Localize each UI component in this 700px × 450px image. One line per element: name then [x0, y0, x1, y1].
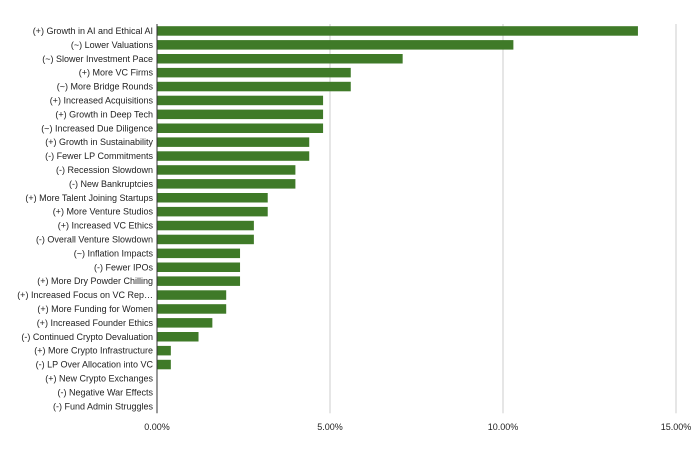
bar	[157, 95, 324, 106]
bar	[157, 26, 638, 36]
bar	[157, 193, 268, 203]
category-label: (+) More Funding for Women	[37, 304, 153, 314]
category-label: (-) Fewer LP Commitments	[45, 151, 153, 161]
category-label: (+) Increased Acquisitions	[50, 95, 154, 105]
bar	[157, 137, 310, 147]
category-label: (~) Increased Due Diligence	[41, 123, 153, 133]
bar	[157, 304, 227, 314]
category-label: (-) Negative War Effects	[57, 387, 153, 397]
bar	[157, 40, 514, 50]
bar	[157, 179, 296, 189]
x-tick-labels: 0.00% 5.00% 10.00% 15.00%	[144, 422, 691, 432]
category-label: (~) Slower Investment Pace	[42, 54, 153, 64]
bar	[157, 234, 254, 245]
bar	[157, 276, 241, 286]
category-label: (-) Continued Crypto Devaluation	[21, 332, 153, 342]
category-label: (-) Recession Slowdown	[56, 165, 153, 175]
category-label: (+) More Dry Powder Chilling	[37, 276, 153, 286]
x-tick-label: 0.00%	[144, 422, 170, 432]
category-label: (+) More Venture Studios	[53, 207, 154, 217]
gridlines	[329, 24, 677, 414]
bar	[157, 123, 324, 133]
bar	[157, 262, 241, 272]
category-label: (-) Overall Venture Slowdown	[36, 234, 153, 244]
bar	[157, 54, 403, 64]
bar	[157, 290, 227, 300]
category-label: (+) Growth in AI and Ethical AI	[33, 26, 153, 36]
bar	[157, 67, 351, 78]
category-label: (-) LP Over Allocation into VC	[36, 360, 154, 370]
x-tick-label: 15.00%	[661, 422, 692, 432]
bar	[157, 81, 351, 92]
category-label: (+) Increased VC Ethics	[58, 221, 154, 231]
category-label: (+) More Crypto Infrastructure	[34, 346, 153, 356]
bar	[157, 345, 171, 356]
bar	[157, 220, 254, 231]
category-label: (~) More Bridge Rounds	[57, 82, 154, 92]
x-tick-label: 10.00%	[488, 422, 519, 432]
bar	[157, 206, 268, 217]
bar	[157, 109, 324, 120]
bar	[157, 318, 213, 328]
bars	[157, 26, 638, 370]
bar	[157, 332, 199, 342]
category-label: (-) New Bankruptcies	[69, 179, 154, 189]
category-label: (-) Fewer IPOs	[94, 262, 154, 272]
category-label: (+) New Crypto Exchanges	[45, 373, 153, 383]
x-tick-label: 5.00%	[317, 422, 343, 432]
bar	[157, 165, 296, 175]
bar	[157, 359, 171, 370]
category-label: (+) Growth in Deep Tech	[55, 109, 153, 119]
category-label: (+) More VC Firms	[79, 68, 154, 78]
category-label: (-) Fund Admin Struggles	[53, 401, 154, 411]
bar	[157, 151, 310, 161]
category-label: (~) Inflation Impacts	[74, 248, 154, 258]
category-label: (+) Increased Founder Ethics	[37, 318, 154, 328]
category-label: (~) Lower Valuations	[71, 40, 154, 50]
category-label: (+) Increased Focus on VC Rep…	[17, 290, 153, 300]
bar	[157, 248, 241, 259]
category-labels: (+) Growth in AI and Ethical AI (~) Lower…	[17, 26, 153, 411]
category-label: (+) Growth in Sustainability	[45, 137, 153, 147]
category-label: (+) More Talent Joining Startups	[25, 193, 153, 203]
